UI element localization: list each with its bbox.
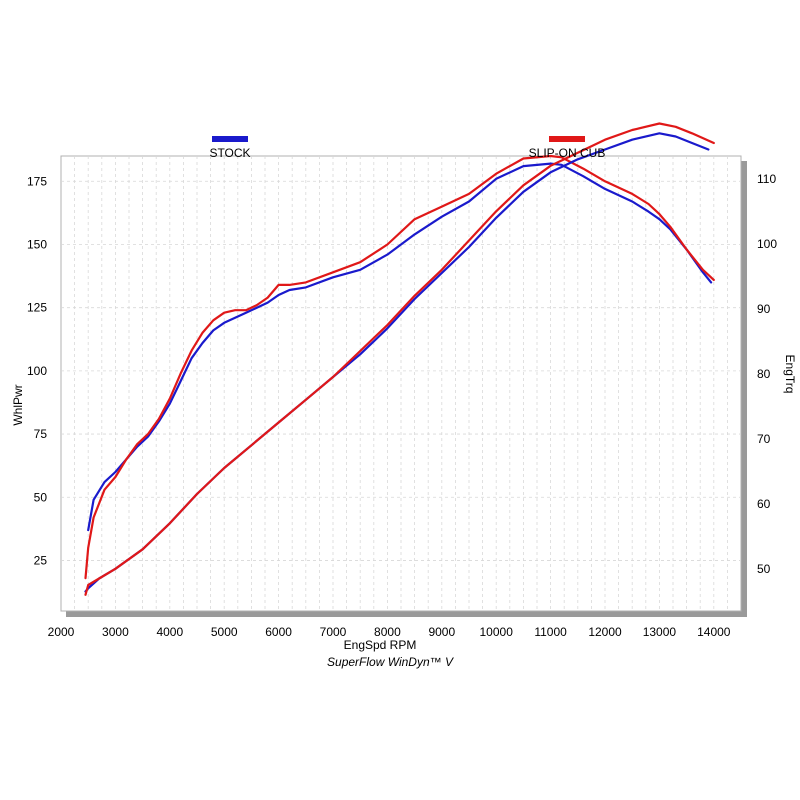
y-right-tick-label: 110 <box>757 172 776 186</box>
legend-label-slipon: SLIP-ON CUB <box>529 146 606 160</box>
x-tick-label: 3000 <box>102 625 129 639</box>
x-tick-label: 12000 <box>588 625 622 639</box>
legend-swatch-slipon <box>549 136 585 142</box>
y-left-tick-label: 175 <box>27 174 47 188</box>
y-left-tick-label: 150 <box>27 237 47 251</box>
footer-credit: SuperFlow WinDyn™ V <box>327 655 454 669</box>
grid <box>61 156 741 611</box>
y-right-tick-label: 80 <box>757 367 771 381</box>
y-left-tick-label: 125 <box>27 301 47 315</box>
series-line-slip-on-cub-whlpwr <box>84 154 715 580</box>
x-tick-label: 11000 <box>534 625 567 639</box>
y-left-tick-label: 50 <box>34 490 48 504</box>
x-tick-label: 14000 <box>697 625 731 639</box>
y-right-tick-label: 100 <box>757 237 777 251</box>
legend-label-stock: STOCK <box>209 146 250 160</box>
x-tick-label: 2000 <box>48 625 75 639</box>
y-right-tick-label: 60 <box>757 497 771 511</box>
y-left-tick-label: 100 <box>27 364 47 378</box>
series-line-slip-on-cub-engtrq <box>84 122 715 596</box>
y-right-tick-label: 50 <box>757 562 771 576</box>
x-tick-label: 4000 <box>156 625 183 639</box>
x-tick-label: 10000 <box>480 625 514 639</box>
x-tick-label: 6000 <box>265 625 292 639</box>
y-right-tick-label: 70 <box>757 432 771 446</box>
series-line-stock-whlpwr <box>87 162 713 532</box>
x-tick-label: 13000 <box>643 625 677 639</box>
y-left-tick-label: 75 <box>34 427 48 441</box>
x-axis-label: EngSpd RPM <box>344 638 417 652</box>
y-axis-left-label: WhlPwr <box>11 384 25 425</box>
y-left-tick-label: 25 <box>34 553 48 567</box>
legend-swatch-stock <box>212 136 248 142</box>
x-tick-label: 5000 <box>211 625 238 639</box>
tick-labels: 2000 3000 4000 5000 6000 7000 8000 9000 10000 110… <box>27 172 777 639</box>
x-tick-label: 9000 <box>428 625 455 639</box>
y-axis-right-label: EngTrq <box>783 355 797 394</box>
x-tick-label: 7000 <box>320 625 347 639</box>
y-right-tick-label: 90 <box>757 302 771 316</box>
x-tick-label: 8000 <box>374 625 401 639</box>
series-lines <box>84 122 715 596</box>
